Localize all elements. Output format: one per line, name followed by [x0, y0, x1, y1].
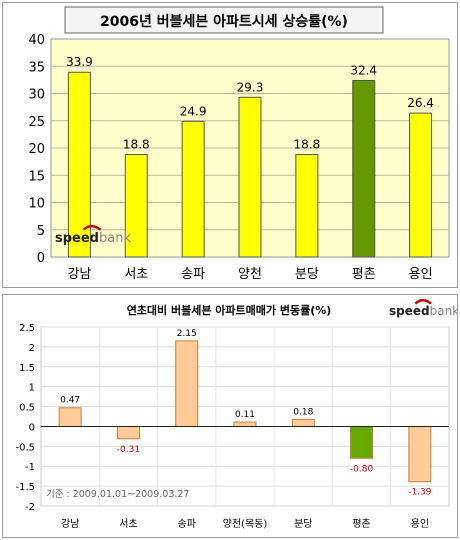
- chart-2-data-label: 0.18: [293, 407, 313, 417]
- chart-1-x-tick-label: 용인: [409, 267, 433, 282]
- chart-2-bar: [350, 425, 374, 459]
- chart-2-y-tick-label: 2: [29, 343, 35, 354]
- chart-1-y-tick-label: 10: [28, 197, 45, 212]
- chart-2-bar: [291, 418, 315, 427]
- chart-1-x-tick-label: 양천: [238, 267, 262, 282]
- chart-2-bar: [408, 425, 432, 483]
- chart-panel-1: 2006년 버블세븐 아파트시세 상승률(%) 0 5 10 15 20 25 30 35 40…: [2, 2, 458, 288]
- chart-2-logo-text: speedbank: [389, 304, 457, 318]
- chart-2-y-tick-label: 1.5: [19, 363, 35, 374]
- chart-2-x-tick-label: 서초: [119, 518, 137, 530]
- chart-2-data-label: 2.15: [177, 329, 197, 339]
- chart-1-data-label: 29.3: [237, 80, 264, 94]
- chart-2-data-label: -0.80: [350, 464, 374, 474]
- chart-1-title-box: [64, 6, 384, 34]
- chart-2-logo-swoosh: [414, 299, 432, 305]
- chart-1-y-tick-label: 20: [28, 142, 45, 157]
- chart-1-data-label: 24.9: [180, 104, 207, 118]
- chart-1-logo-swoosh: [82, 224, 102, 231]
- chart-1-bar: [352, 79, 376, 258]
- chart-1-bar: [409, 112, 433, 258]
- chart-2-y-tick-label: 1: [29, 383, 35, 394]
- chart-1-y-tick-label: 5: [37, 224, 45, 239]
- chart-2-note: 기준 : 2009.01.01~2009.03.27: [46, 489, 189, 500]
- chart-2-y-tick-label: -1.5: [15, 482, 35, 493]
- chart-1-x-tick-label: 서초: [124, 267, 148, 282]
- chart-2-y-tick-label: -0.5: [15, 442, 35, 453]
- chart-1-data-label: 18.8: [293, 138, 320, 152]
- chart-2-plot-area: [40, 326, 450, 507]
- chart-1-bar: [181, 120, 205, 258]
- chart-2-data-label: 0.47: [60, 396, 80, 406]
- chart-1-data-label: 32.4: [350, 63, 377, 77]
- chart-1-bar: [67, 71, 91, 258]
- chart-2-bar: [233, 421, 257, 427]
- chart-1-y-tick-label: 40: [28, 33, 45, 48]
- chart-1-bar: [124, 154, 148, 258]
- chart-1-logo-text: speedbank: [55, 231, 131, 246]
- chart-2-y-tick-label: -1: [25, 462, 35, 473]
- chart-2-data-label: -0.31: [117, 445, 140, 455]
- chart-2-x-tick-label: 강남: [61, 518, 79, 530]
- chart-1-bar: [238, 96, 262, 258]
- chart-2-bar: [116, 425, 140, 440]
- chart-1-logo: speedbank: [55, 224, 131, 246]
- chart-1-y-tick-label: 0: [37, 251, 45, 266]
- chart-panel-2: 연초대비 버블세븐 아파트매매가 변동률(%) speedbank -2 -1.5 -1…: [2, 294, 458, 538]
- chart-2-x-tick-label: 양천(목동): [223, 518, 268, 530]
- chart-1-svg: 2006년 버블세븐 아파트시세 상승률(%) 0 5 10 15 20 25 30 35 40…: [28, 6, 450, 282]
- chart-1-y-tick-label: 15: [28, 169, 45, 184]
- chart-2-title: 연초대비 버블세븐 아파트매매가 변동률(%): [127, 303, 332, 317]
- chart-1-y-tick-label: 25: [28, 115, 45, 130]
- chart-2-x-tick-label: 분당: [294, 518, 312, 530]
- chart-2-data-label: 0.11: [235, 410, 255, 420]
- chart-2-x-tick-label: 용인: [411, 518, 429, 530]
- chart-1-x-tick-label: 분당: [295, 267, 319, 282]
- chart-2-bar: [58, 407, 82, 427]
- chart-2-y-tick-label: 2.5: [19, 323, 35, 334]
- chart-1-title: 2006년 버블세븐 아파트시세 상승률(%): [100, 13, 348, 30]
- chart-2-y-tick-label: 0.5: [19, 403, 35, 414]
- chart-1-y-tick-label: 35: [28, 60, 45, 75]
- chart-2-x-tick-label: 송파: [178, 518, 196, 530]
- chart-2-y-tick-label: -2: [25, 502, 35, 513]
- chart-1-x-tick-label: 평촌: [352, 267, 376, 282]
- chart-2-y-tick-label: 0: [29, 422, 35, 433]
- chart-2-svg: 연초대비 버블세븐 아파트매매가 변동률(%) speedbank -2 -1.5 -1…: [15, 299, 457, 530]
- chart-1-data-label: 33.9: [66, 55, 93, 69]
- chart-2-bar: [175, 340, 199, 427]
- chart-1-bar: [295, 154, 319, 258]
- chart-1-x-tick-label: 강남: [67, 267, 91, 282]
- chart-2-x-tick-label: 평촌: [352, 518, 370, 530]
- chart-2-data-label: -1.39: [408, 488, 432, 498]
- chart-1-x-tick-label: 송파: [181, 267, 205, 282]
- chart-1-y-tick-label: 30: [28, 88, 45, 103]
- chart-1-data-label: 18.8: [123, 138, 150, 152]
- chart-1-data-label: 26.4: [407, 96, 434, 110]
- chart-2-logo: speedbank: [389, 299, 457, 318]
